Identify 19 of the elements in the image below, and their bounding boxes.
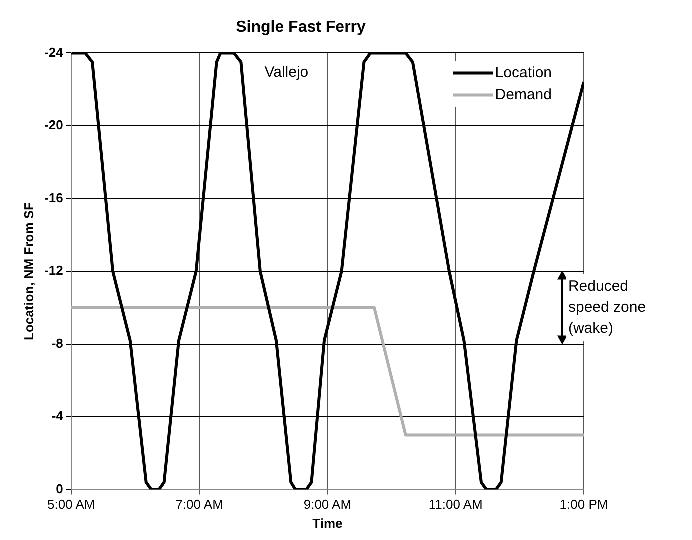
- y-axis-title: Location, NM From SF: [21, 202, 36, 340]
- x-tick-label: 11:00 AM: [428, 497, 483, 512]
- x-tick-label: 7:00 AM: [176, 497, 224, 512]
- chart-title: Single Fast Ferry: [236, 19, 366, 36]
- legend-label: Demand: [495, 86, 552, 104]
- x-axis-title: Time: [312, 516, 343, 531]
- annotation: Reduced speed zone (wake): [568, 278, 646, 337]
- y-tick-label: -16: [44, 190, 64, 206]
- y-tick-label: -12: [44, 263, 64, 278]
- y-tick-label: -4: [52, 408, 64, 424]
- y-tick-label: -8: [52, 336, 64, 351]
- x-tick-label: 5:00 AM: [48, 497, 96, 512]
- legend-label: Location: [495, 64, 552, 82]
- x-tick-label: 1:00 PM: [560, 497, 608, 512]
- x-tick-label: 9:00 AM: [304, 497, 352, 512]
- y-tick-label: 0: [56, 481, 64, 496]
- y-tick-label: -24: [44, 44, 64, 60]
- annotation: Vallejo: [264, 64, 309, 81]
- y-tick-label: -20: [44, 118, 64, 133]
